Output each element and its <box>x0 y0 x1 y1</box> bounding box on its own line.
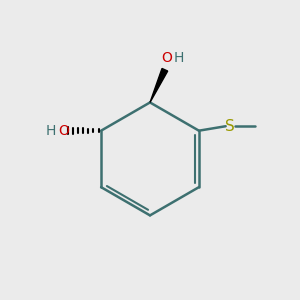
Text: H: H <box>46 124 56 138</box>
Text: S: S <box>225 119 235 134</box>
Text: O: O <box>58 124 69 138</box>
Polygon shape <box>150 68 168 102</box>
Text: O: O <box>161 52 172 65</box>
Text: H: H <box>174 52 184 65</box>
